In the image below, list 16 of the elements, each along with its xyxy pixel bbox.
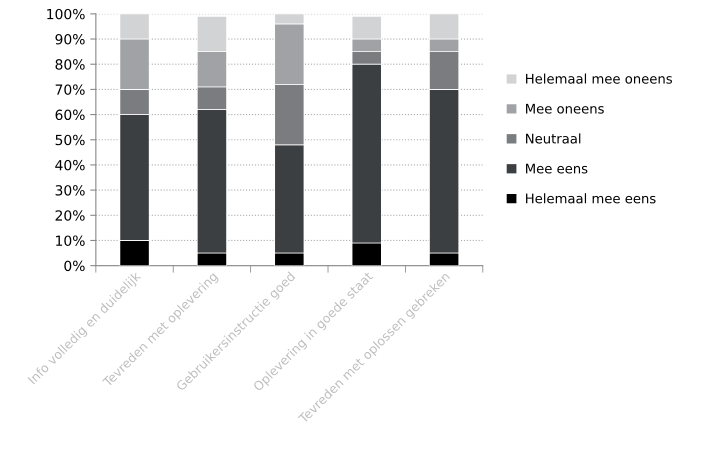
legend-label: Helemaal mee oneens (526, 74, 672, 84)
y-tick-label: 0% (64, 260, 85, 272)
legend-label: Neutraal (526, 133, 580, 144)
y-tick-label: 10% (56, 235, 85, 246)
legend-label: Mee oneens (526, 104, 604, 114)
legend-label: Helemaal mee eens (526, 193, 656, 204)
y-tick-label: 20% (56, 210, 85, 221)
y-tick-label: 40% (55, 160, 85, 170)
legend-label: Mee eens (526, 164, 588, 174)
y-tick-label: 70% (56, 84, 85, 95)
y-tick-label: 30% (56, 185, 85, 196)
y-tick-label: 100% (47, 8, 85, 20)
y-tick-label: 90% (55, 34, 85, 45)
y-tick-label: 60% (56, 110, 85, 120)
y-tick-label: 50% (56, 134, 85, 146)
y-tick-label: 80% (56, 59, 85, 70)
